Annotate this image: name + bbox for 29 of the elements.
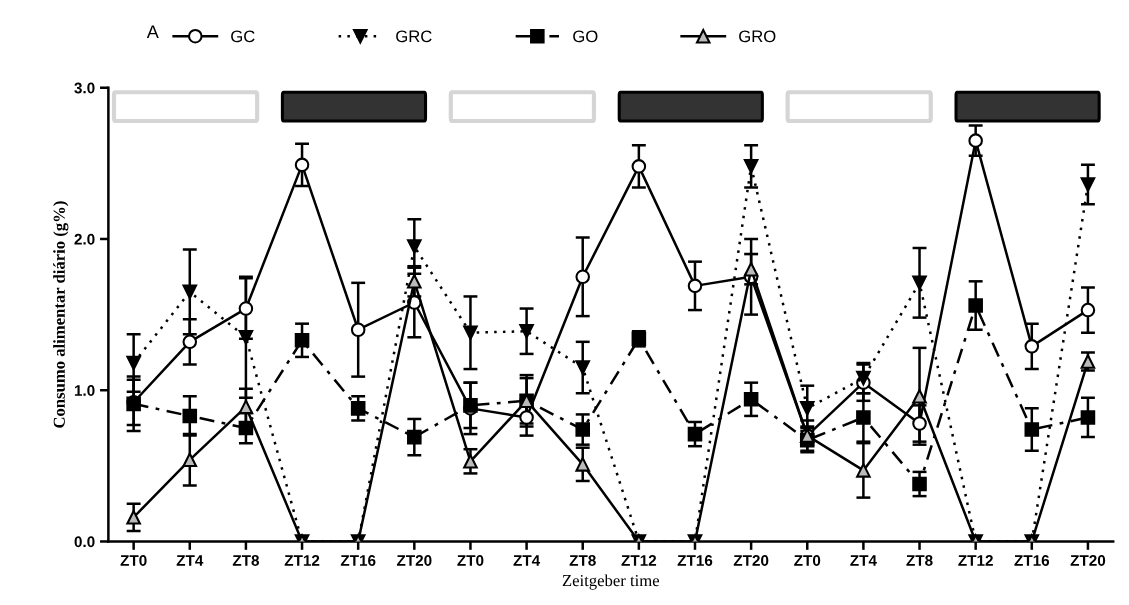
y-tick-label: 0.0 bbox=[74, 536, 95, 548]
y-tick-label: 3.0 bbox=[74, 82, 95, 94]
x-tick-label: ZT16 bbox=[677, 555, 713, 566]
x-tick-label: ZT8 bbox=[906, 555, 933, 566]
x-tick-label: ZT4 bbox=[513, 555, 541, 566]
x-tick-label: ZT20 bbox=[733, 555, 769, 566]
legend-label: GC bbox=[231, 30, 255, 43]
x-tick-label: ZT20 bbox=[1070, 555, 1106, 566]
text: A bbox=[146, 25, 159, 38]
legend-label: GRO bbox=[739, 30, 776, 43]
x-tick-label: ZT4 bbox=[850, 555, 877, 566]
legend-label: GRC bbox=[396, 30, 432, 43]
x-tick-label: ZT12 bbox=[621, 555, 657, 566]
x-tick-label: ZT12 bbox=[958, 555, 993, 566]
y-axis-title: Consumo alimentar diário (g%) bbox=[53, 201, 69, 428]
x-tick-label: ZT12 bbox=[284, 555, 320, 566]
y-tick-label: 1.0 bbox=[74, 385, 95, 396]
x-tick-label: ZT20 bbox=[396, 555, 432, 566]
x-tick-label: ZT16 bbox=[340, 555, 376, 566]
x-tick-label: ZT0 bbox=[120, 555, 147, 566]
y-tick-label: 2.0 bbox=[74, 233, 95, 245]
x-tick-label: ZT8 bbox=[232, 555, 260, 566]
x-tick-label: ZT0 bbox=[457, 555, 484, 566]
x-axis-title: Zeitgeber time bbox=[562, 574, 660, 590]
x-tick-label: ZT8 bbox=[569, 555, 596, 566]
legend-label: GO bbox=[573, 30, 598, 43]
x-tick-label: ZT0 bbox=[794, 555, 821, 566]
x-tick-label: ZT4 bbox=[176, 555, 204, 566]
x-tick-label: ZT16 bbox=[1014, 555, 1050, 566]
